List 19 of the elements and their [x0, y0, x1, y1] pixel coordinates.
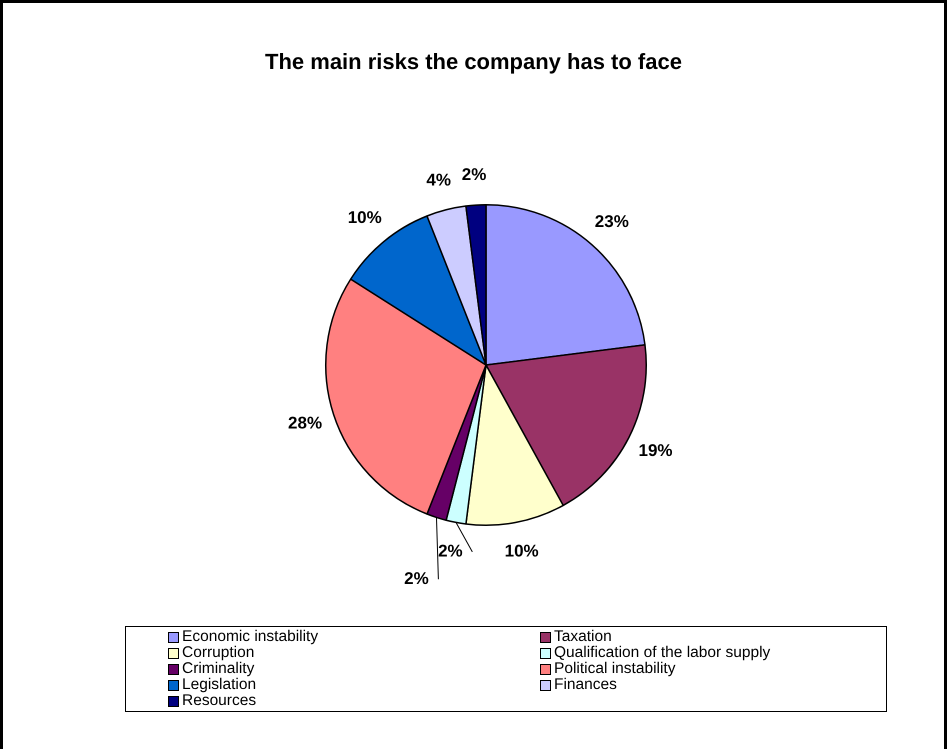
data-label: 2% — [462, 164, 486, 184]
legend-label: Qualification of the labor supply — [554, 644, 770, 661]
data-label: 10% — [348, 208, 382, 228]
legend-label: Taxation — [554, 628, 612, 645]
legend-label: Criminality — [182, 660, 254, 677]
legend-label: Resources — [182, 692, 256, 709]
data-label: 4% — [426, 170, 451, 190]
data-label: 2% — [438, 542, 463, 561]
legend-label: Political instability — [554, 660, 676, 677]
legend-label: Legislation — [182, 676, 256, 693]
data-label: 19% — [638, 441, 673, 460]
legend-label: Corruption — [182, 644, 254, 661]
legend-label: Finances — [554, 676, 617, 693]
data-label: 28% — [288, 413, 322, 432]
chart-title: The main risks the company has to face — [264, 49, 683, 75]
data-label: 10% — [504, 542, 539, 561]
data-label: 2% — [404, 568, 429, 588]
legend-label: Economic instability — [182, 628, 318, 645]
data-label: 23% — [594, 212, 629, 231]
